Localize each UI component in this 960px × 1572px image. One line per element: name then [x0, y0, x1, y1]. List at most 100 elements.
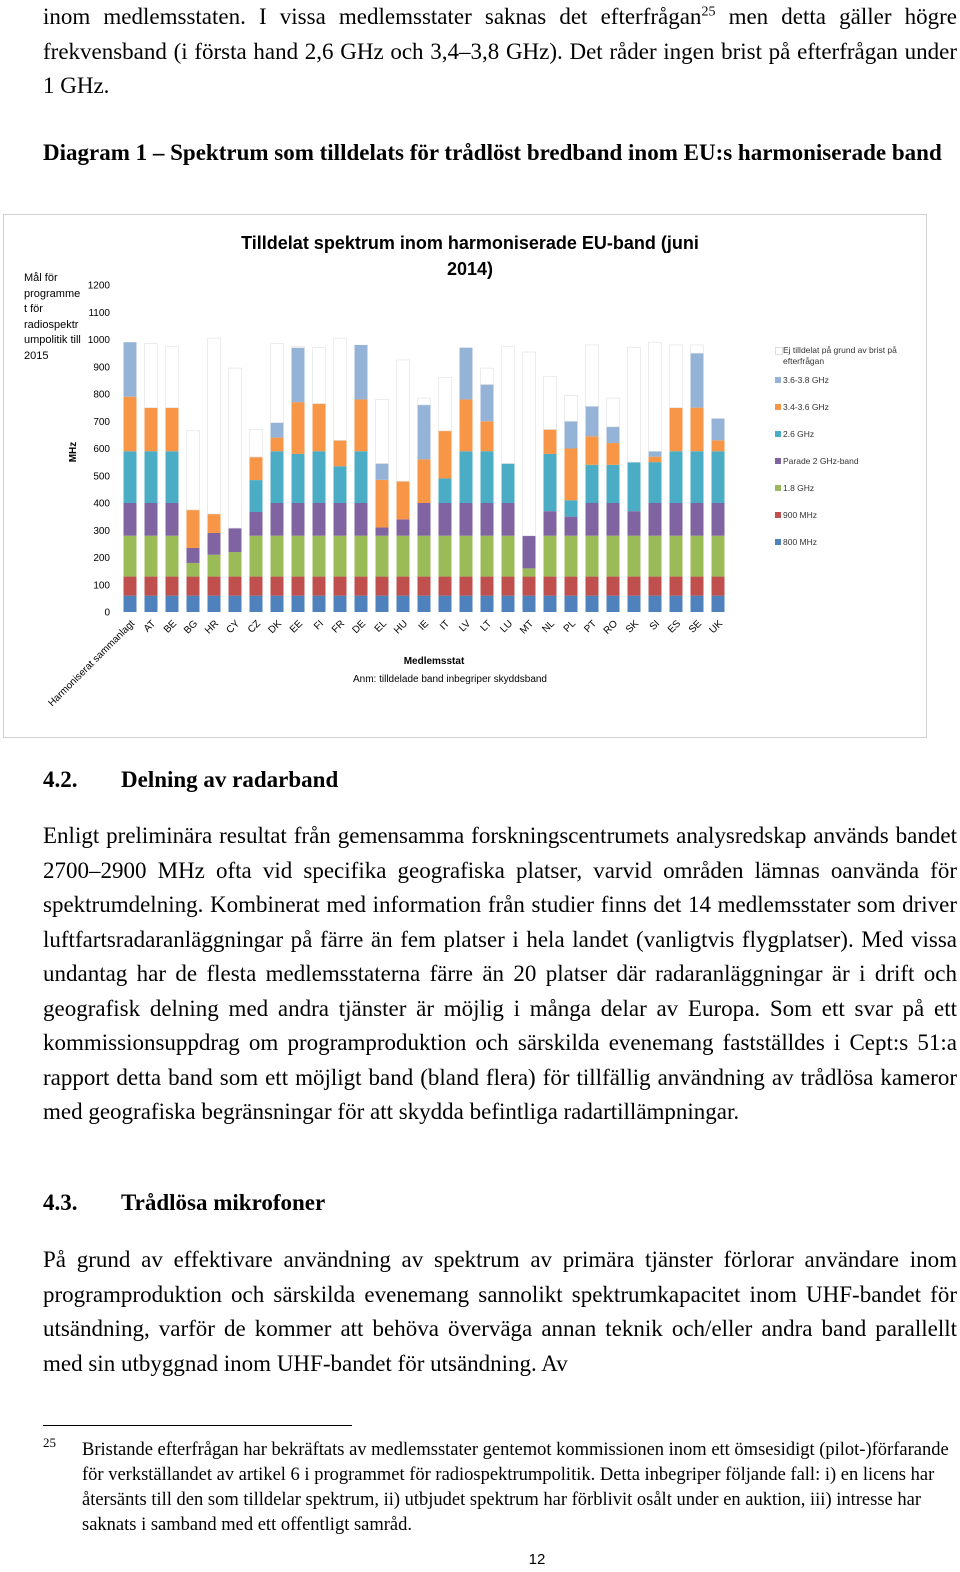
bar-segment — [459, 576, 473, 596]
bar-segment — [228, 576, 242, 596]
y-tick-label: 100 — [93, 580, 110, 591]
bar-segment — [354, 344, 368, 400]
chart: 0 100 200 300 400 500 600 700 800 900 1000 1100 1200… — [3, 214, 927, 738]
legend-item: 3.6-3.8 GHz — [775, 375, 913, 386]
bar-segment — [312, 347, 326, 404]
bar-segment — [207, 337, 221, 515]
bar-segment — [648, 535, 662, 577]
bar-segment — [354, 576, 368, 596]
bar-segment — [564, 421, 578, 449]
footnote-ref: 25 — [701, 4, 716, 20]
bar-segment — [417, 404, 431, 460]
bar-segment — [291, 402, 305, 454]
bar-segment — [249, 480, 263, 512]
bar-segment — [417, 459, 431, 503]
bar-segment — [375, 527, 389, 536]
bar-segment — [627, 595, 641, 612]
bar-segment — [291, 595, 305, 612]
target-label: Mål för programmet för radiospektrumpoli… — [24, 272, 81, 362]
bar-segment — [690, 595, 704, 612]
bar-segment — [375, 479, 389, 528]
bar-segment — [459, 399, 473, 452]
bar-segment — [606, 464, 620, 503]
bar-segment — [585, 464, 599, 503]
bar-segment — [564, 595, 578, 612]
section-number: 4.2. — [43, 767, 78, 792]
legend-label: 1.8 GHz — [783, 483, 815, 493]
y-tick-label: 200 — [93, 553, 110, 564]
bar-segment — [333, 595, 347, 612]
bar-segment — [291, 453, 305, 503]
y-tick-label: 800 — [93, 390, 110, 401]
bar-segment — [354, 451, 368, 503]
bar-segment — [480, 421, 494, 452]
bar-segment — [543, 429, 557, 454]
figure-caption: Diagram 1 – Spektrum som tilldelats för … — [43, 140, 942, 165]
bar-segment — [438, 430, 452, 479]
bar-segment — [354, 595, 368, 612]
legend-swatch — [775, 404, 781, 410]
bar-segment — [690, 535, 704, 577]
bar-segment — [585, 595, 599, 612]
bar-segment — [123, 576, 137, 596]
bar-segment — [543, 453, 557, 512]
bar-segment — [648, 503, 662, 536]
bar-segment — [396, 519, 410, 536]
bar-segment — [669, 451, 683, 503]
bar-segment — [123, 342, 137, 397]
bar-segment — [627, 347, 641, 463]
y-tick-label: 400 — [93, 499, 110, 510]
bar-segment — [438, 503, 452, 536]
bar-segment — [480, 367, 494, 385]
y-tick-label: 1200 — [88, 281, 111, 292]
bar-segment — [606, 576, 620, 596]
bar-segment — [144, 407, 158, 452]
bar-segment — [543, 576, 557, 596]
bar-segment — [585, 535, 599, 577]
bar-segment — [690, 503, 704, 536]
bar-segment — [480, 503, 494, 536]
bar-segment — [564, 516, 578, 536]
bar-segment — [186, 595, 200, 612]
text: men detta gäller högre frekvensband (i f… — [43, 4, 957, 98]
bar-segment — [585, 503, 599, 536]
bar-segment — [417, 503, 431, 536]
bar-segment — [207, 532, 221, 555]
chart-note: Anm: tilldelade band inbegriper skyddsba… — [353, 674, 547, 685]
legend-item: 3.4-3.6 GHz — [775, 402, 913, 413]
legend-item: 2.6 GHz — [775, 429, 913, 440]
bar-segment — [438, 595, 452, 612]
bar-segment — [648, 576, 662, 596]
section-title: Delning av radarband — [121, 767, 339, 792]
bar-segment — [354, 535, 368, 577]
bar-segment — [627, 511, 641, 536]
bar-segment — [144, 343, 158, 408]
bar-segment — [123, 451, 137, 503]
legend-label: 900 MHz — [783, 510, 818, 520]
bar-segment — [270, 595, 284, 612]
bar-segment — [291, 345, 305, 349]
footnote-text: Bristande efterfrågan har bekräftats av … — [82, 1440, 949, 1535]
y-tick-label: 700 — [93, 417, 110, 428]
bar-segment — [438, 377, 452, 432]
legend-swatch — [775, 458, 781, 464]
bar-segment — [312, 576, 326, 596]
bar-segment — [459, 503, 473, 536]
legend-item: Ej tilldelat på grund av brist på efterf… — [775, 345, 913, 367]
bar-segment — [585, 576, 599, 596]
bar-segment — [291, 347, 305, 403]
bar-segment — [669, 407, 683, 452]
legend-item: 900 MHz — [775, 510, 913, 521]
bar-segment — [270, 451, 284, 503]
bar-segment — [480, 595, 494, 612]
bar-segment — [291, 503, 305, 536]
bar-segment — [123, 503, 137, 536]
bar-segment — [354, 503, 368, 536]
bar-segment — [711, 440, 725, 452]
bar-segment — [459, 451, 473, 503]
bar-segment — [711, 576, 725, 596]
bar-segment — [144, 503, 158, 536]
bar-segment — [690, 451, 704, 503]
bar-segment — [228, 595, 242, 612]
